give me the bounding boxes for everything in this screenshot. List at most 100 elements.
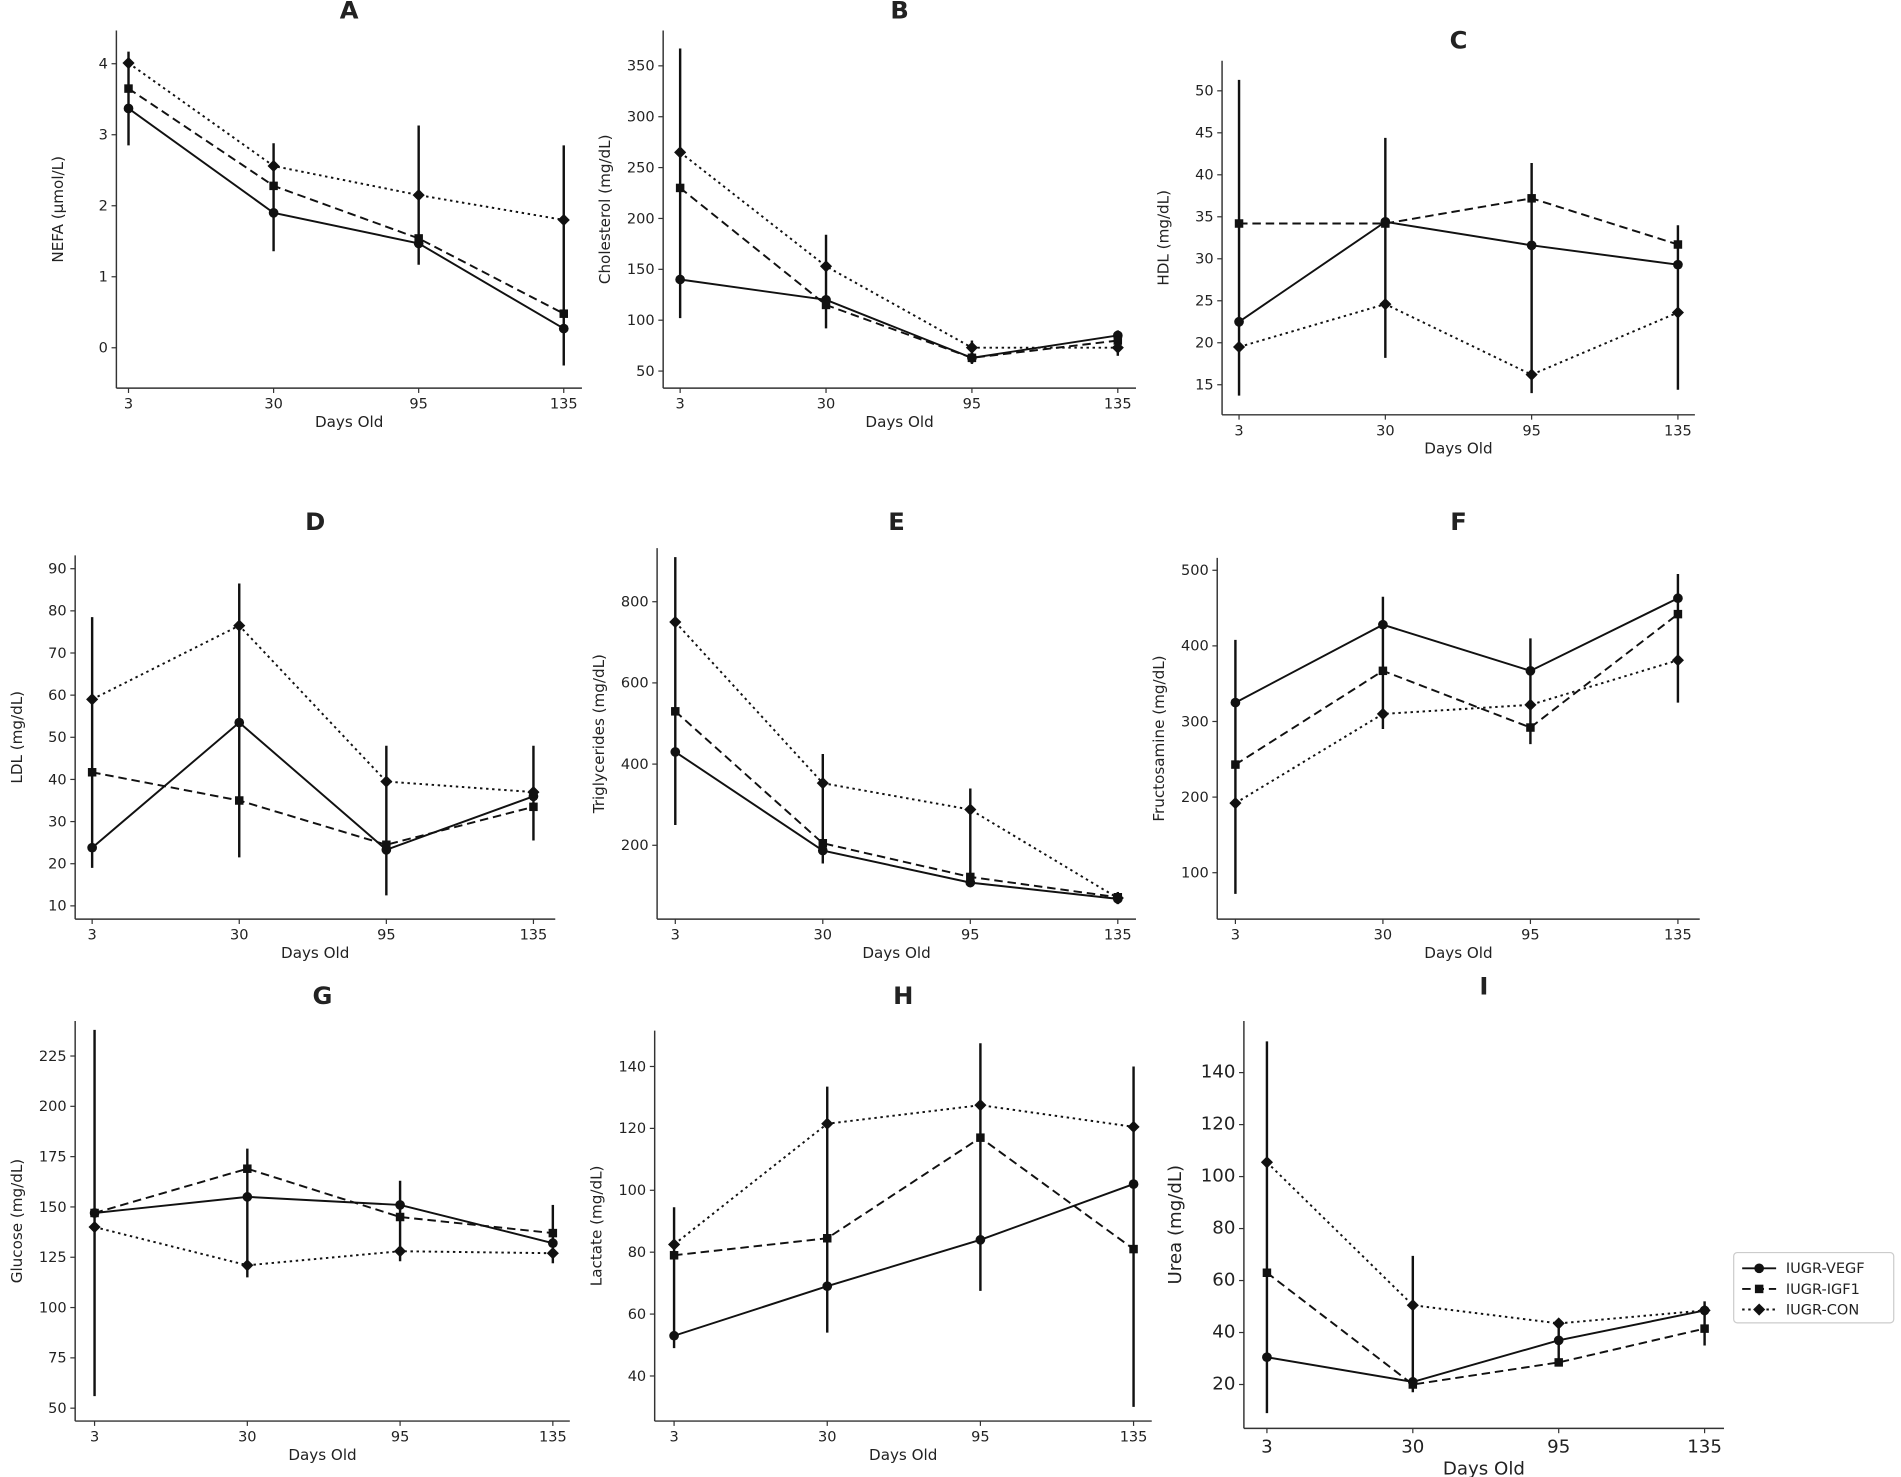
- panel-title: A: [340, 0, 359, 24]
- x-tick-label: 3: [90, 1430, 99, 1446]
- y-tick-label: 4: [99, 57, 108, 73]
- x-axis-label: Days Old: [1424, 944, 1492, 962]
- y-tick-label: 80: [628, 1245, 647, 1261]
- series-iugr-vegf: [675, 274, 1123, 363]
- series-iugr-vegf: [1234, 216, 1683, 327]
- diamond-marker: [233, 619, 246, 632]
- circle-marker: [123, 103, 134, 114]
- square-marker: [818, 839, 828, 848]
- square-marker: [90, 1208, 99, 1218]
- diamond-marker: [527, 786, 540, 799]
- circle-marker: [1378, 619, 1388, 630]
- circle-marker: [1673, 593, 1683, 604]
- x-tick-label: 95: [391, 1430, 410, 1446]
- y-tick-label: 30: [48, 814, 66, 830]
- series-iugr-vegf: [1230, 593, 1683, 708]
- x-axis-label: Days Old: [288, 1446, 356, 1464]
- diamond-marker: [1379, 298, 1392, 311]
- series-iugr-con: [1232, 298, 1684, 381]
- panel-c: C 15 20 25 30 35 40 45 50 3 30 95 135 Days Old HDL (mg…: [1155, 26, 1695, 458]
- series-iugr-con: [674, 146, 1124, 354]
- x-tick-label: 3: [676, 397, 685, 413]
- series-iugr-con: [1229, 654, 1684, 810]
- y-tick-label: 50: [1195, 84, 1214, 100]
- circle-marker: [975, 1234, 986, 1245]
- y-tick-label: 0: [99, 341, 108, 357]
- series-line: [94, 1226, 553, 1267]
- x-tick-label: 95: [971, 1430, 990, 1446]
- diamond-marker: [1671, 306, 1684, 319]
- y-axis-label: Cholesterol (mg/dL): [596, 135, 614, 285]
- series-iugr-vegf: [89, 1192, 558, 1249]
- y-tick-label: 40: [1212, 1321, 1235, 1342]
- diamond-marker: [965, 341, 978, 354]
- series-iugr-con: [122, 56, 570, 227]
- square-marker: [1408, 1380, 1418, 1389]
- square-marker: [1754, 1284, 1764, 1294]
- square-marker: [1673, 609, 1683, 619]
- y-tick-label: 2: [99, 199, 108, 215]
- y-tick-label: 25: [1195, 294, 1214, 310]
- x-tick-label: 95: [961, 928, 980, 944]
- x-tick-label: 3: [1234, 423, 1243, 439]
- x-tick-label: 30: [264, 397, 283, 413]
- x-axis-label: Days Old: [281, 944, 349, 962]
- circle-marker: [817, 845, 828, 856]
- x-tick-label: 30: [818, 1430, 837, 1446]
- x-tick-label: 135: [1687, 1437, 1722, 1458]
- y-tick-label: 20: [1195, 336, 1214, 352]
- y-tick-label: 50: [48, 1401, 66, 1417]
- panel-h: H 40 60 80 100 120 140 3 30 95 135 Days Old Lactate …: [587, 981, 1152, 1464]
- square-marker: [548, 1228, 558, 1238]
- panel-title: F: [1450, 507, 1467, 536]
- y-tick-label: 80: [48, 604, 66, 620]
- y-tick-label: 200: [39, 1099, 67, 1115]
- series-iugr-igf1: [124, 84, 568, 318]
- series-line: [1266, 1309, 1705, 1383]
- circle-marker: [242, 1192, 253, 1202]
- y-axis-label: Urea (mg/dL): [1165, 1165, 1186, 1285]
- y-tick-label: 225: [39, 1049, 67, 1065]
- x-tick-label: 3: [669, 1430, 678, 1446]
- y-tick-label: 140: [1201, 1061, 1236, 1082]
- square-marker: [821, 300, 831, 310]
- y-tick-label: 100: [1201, 1165, 1236, 1186]
- series-iugr-con: [1260, 1156, 1711, 1330]
- y-axis-label: HDL (mg/dL): [1155, 190, 1173, 286]
- diamond-marker: [964, 803, 977, 816]
- series-line: [1234, 659, 1679, 804]
- x-tick-label: 135: [1120, 1430, 1148, 1446]
- y-tick-label: 800: [621, 595, 649, 611]
- y-axis-label: LDL (mg/dL): [8, 691, 26, 784]
- square-marker: [234, 796, 244, 805]
- series-line: [127, 87, 565, 315]
- series-line: [1238, 303, 1679, 376]
- x-tick-label: 135: [1104, 928, 1132, 944]
- series-line: [674, 621, 1119, 899]
- diamond-marker: [86, 693, 99, 706]
- series-line: [91, 771, 534, 846]
- y-axis-label: Fructosamine (mg/dL): [1150, 655, 1168, 821]
- x-tick-label: 95: [1521, 928, 1540, 944]
- x-tick-label: 30: [817, 397, 836, 413]
- y-axis-label: NEFA (µmol/L): [49, 156, 67, 263]
- panel-i: I 20 40 60 80 100 120 140 3 30 95 135 Days Old Urea (…: [1165, 971, 1724, 1477]
- x-tick-label: 95: [377, 928, 396, 944]
- y-tick-label: 175: [39, 1149, 67, 1165]
- y-tick-label: 20: [1212, 1373, 1235, 1394]
- series-iugr-vegf: [123, 103, 569, 334]
- x-axis-label: Days Old: [862, 944, 930, 962]
- panel-title: E: [888, 507, 905, 536]
- panel-title: G: [313, 981, 333, 1010]
- diamond-marker: [1698, 1304, 1711, 1317]
- y-tick-label: 140: [618, 1059, 646, 1075]
- circle-marker: [547, 1238, 558, 1249]
- y-tick-label: 500: [1181, 563, 1209, 579]
- x-tick-label: 135: [1664, 928, 1692, 944]
- y-tick-label: 150: [627, 262, 655, 278]
- diamond-marker: [1525, 368, 1538, 381]
- diamond-marker: [122, 56, 135, 70]
- series-iugr-igf1: [669, 1133, 1138, 1260]
- diamond-marker: [1753, 1303, 1766, 1316]
- circle-marker: [268, 208, 279, 218]
